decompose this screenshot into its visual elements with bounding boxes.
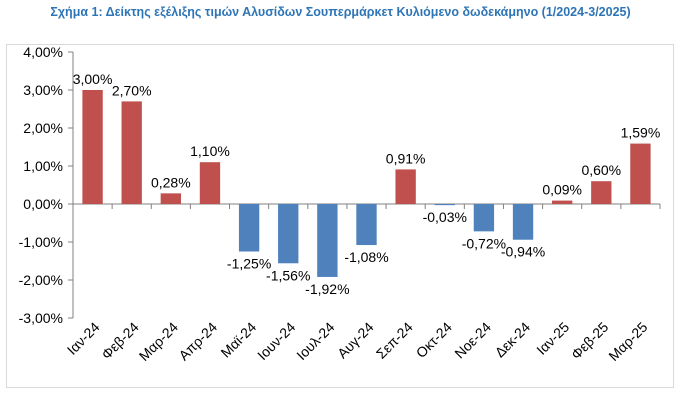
bar-Φεβ-24 <box>121 101 142 204</box>
chart-frame <box>6 44 674 388</box>
value-label-Δεκ-24: -0,94% <box>501 244 545 260</box>
category-label-Μαϊ-24: Μαϊ-24 <box>217 319 259 361</box>
y-tick-label: 0,00% <box>23 196 63 212</box>
value-label-Νοε-24: -0,72% <box>462 235 506 251</box>
value-label-Μαρ-24: 0,28% <box>151 174 191 190</box>
y-tick-label: 1,00% <box>23 158 63 174</box>
chart-title: Σχήμα 1: Δείκτης εξέλιξης τιμών Αλυσίδων… <box>50 5 631 19</box>
value-labels: 3,00%2,70% 0,28% 1,10% -1,25%-1,56%-1,92% -1… <box>73 71 661 297</box>
bar-Μαρ-25 <box>630 143 651 204</box>
category-labels: Ιαν-24Φεβ-24Μαρ-24Απρ-24Μαϊ-24Ιουν-24Ιου… <box>64 319 651 364</box>
value-label-Μαρ-25: 1,59% <box>621 125 661 141</box>
category-label-Φεβ-24: Φεβ-24 <box>98 319 142 363</box>
bar-Ιουλ-24 <box>317 204 338 277</box>
value-label-Οκτ-24: -0,03% <box>423 209 467 225</box>
category-label-Ιαν-25: Ιαν-25 <box>533 319 572 358</box>
bar-Αυγ-24 <box>356 204 377 246</box>
value-label-Αυγ-24: -1,08% <box>344 249 388 265</box>
bar-Νοε-24 <box>473 204 495 232</box>
bar-Δεκ-24 <box>512 204 534 240</box>
bar-Οκτ-24 <box>434 204 455 206</box>
value-label-Μαϊ-24: -1,25% <box>227 256 271 272</box>
category-label-Ιαν-24: Ιαν-24 <box>64 319 103 358</box>
value-label-Ιαν-24: 3,00% <box>73 71 113 87</box>
bar-Απρ-24 <box>199 162 221 204</box>
bar-Ιαν-24 <box>82 90 103 204</box>
category-label-Απρ-24: Απρ-24 <box>175 319 220 364</box>
bar-Φεβ-25 <box>591 181 612 204</box>
category-label-Φεβ-25: Φεβ-25 <box>568 319 612 363</box>
value-label-Σεπ-24: 0,91% <box>386 150 426 166</box>
category-label-Δεκ-24: Δεκ-24 <box>492 319 534 361</box>
value-label-Ιαν-25: 0,09% <box>542 182 582 198</box>
category-label-Οκτ-24: Οκτ-24 <box>413 319 455 361</box>
category-label-Μαρ-25: Μαρ-25 <box>605 319 650 364</box>
value-label-Φεβ-25: 0,60% <box>581 162 621 178</box>
value-label-Απρ-24: 1,10% <box>190 143 230 159</box>
category-label-Ιουλ-24: Ιουλ-24 <box>293 319 337 363</box>
y-tick-label: 2,00% <box>23 120 63 136</box>
bar-Ιαν-25 <box>551 200 573 204</box>
y-tick-label: 4,00% <box>23 44 63 60</box>
y-tick-label: -1,00% <box>19 234 63 250</box>
category-label-Νοε-24: Νοε-24 <box>451 319 494 362</box>
category-label-Ιουν-24: Ιουν-24 <box>254 319 298 363</box>
bar-Σεπ-24 <box>395 169 416 204</box>
bar-Μαϊ-24 <box>238 204 260 252</box>
y-tick-label: -3,00% <box>19 310 63 326</box>
bar-Μαρ-24 <box>160 193 182 204</box>
value-label-Φεβ-24: 2,70% <box>112 82 152 98</box>
bar-Ιουν-24 <box>278 204 299 264</box>
value-label-Ιουλ-24: -1,92% <box>305 281 349 297</box>
y-tick-label: 3,00% <box>23 82 63 98</box>
bars <box>82 90 651 277</box>
category-label-Μαρ-24: Μαρ-24 <box>136 319 181 364</box>
value-label-Ιουν-24: -1,56% <box>266 267 310 283</box>
category-label-Αυγ-24: Αυγ-24 <box>334 319 377 362</box>
y-tick-label: -2,00% <box>19 272 63 288</box>
category-label-Σεπ-24: Σεπ-24 <box>373 319 416 362</box>
